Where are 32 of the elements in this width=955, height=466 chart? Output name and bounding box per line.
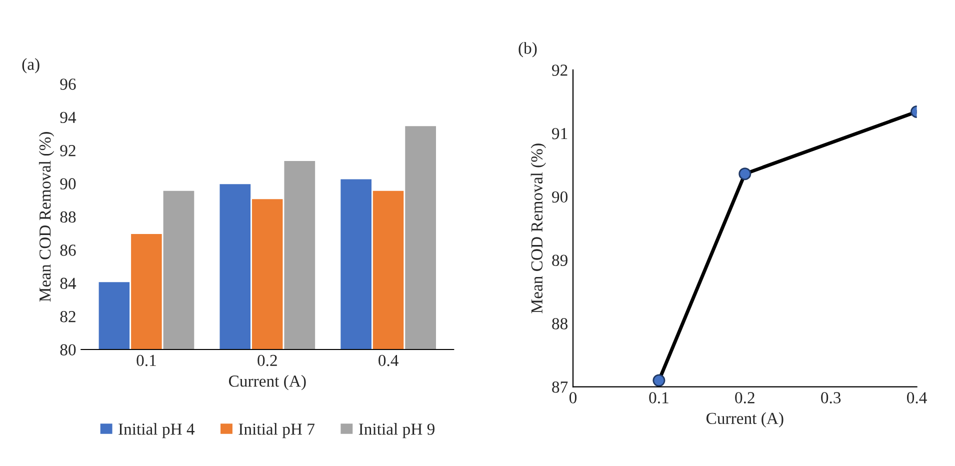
y-tick-label: 96	[60, 78, 76, 90]
x-tick-label: 0.2	[735, 392, 754, 404]
y-tick-label: 89	[552, 254, 568, 266]
y-tick-label: 91	[552, 128, 568, 140]
y-tick-label: 86	[60, 244, 76, 256]
x-tick-label: 0	[569, 392, 577, 404]
x-axis-title: Current (A)	[228, 375, 306, 390]
x-tick-label: 0.1	[649, 392, 668, 404]
y-tick-label: 92	[552, 64, 568, 76]
y-tick-label: 90	[60, 178, 76, 190]
y-tick-label: 88	[552, 318, 568, 330]
x-tick-label: 0.4	[378, 354, 398, 366]
y-axis-title: Mean COD Removal (%)	[38, 132, 54, 302]
y-tick-label: 87	[552, 381, 568, 393]
y-tick-label: 84	[60, 278, 76, 290]
y-tick-label: 94	[60, 112, 76, 124]
y-tick-label: 90	[552, 191, 568, 203]
legend-label: Initial pH 9	[358, 423, 434, 438]
y-axis-title: Mean COD Removal (%)	[530, 144, 546, 314]
x-tick-label: 0.3	[821, 392, 841, 404]
legend-label: Initial pH 4	[118, 423, 195, 438]
x-tick-label: 0.4	[907, 392, 927, 404]
x-tick-label: 0.1	[136, 354, 156, 366]
y-tick-label: 88	[60, 211, 76, 223]
legend-label: Initial pH 7	[238, 423, 315, 438]
x-axis-title: Current (A)	[706, 412, 784, 428]
chart-title: (a)	[22, 58, 40, 74]
y-tick-label: 80	[60, 344, 76, 356]
chart-title: (b)	[518, 42, 537, 58]
x-tick-label: 0.2	[258, 354, 277, 366]
y-tick-label: 82	[60, 310, 76, 322]
y-tick-label: 92	[60, 145, 76, 156]
